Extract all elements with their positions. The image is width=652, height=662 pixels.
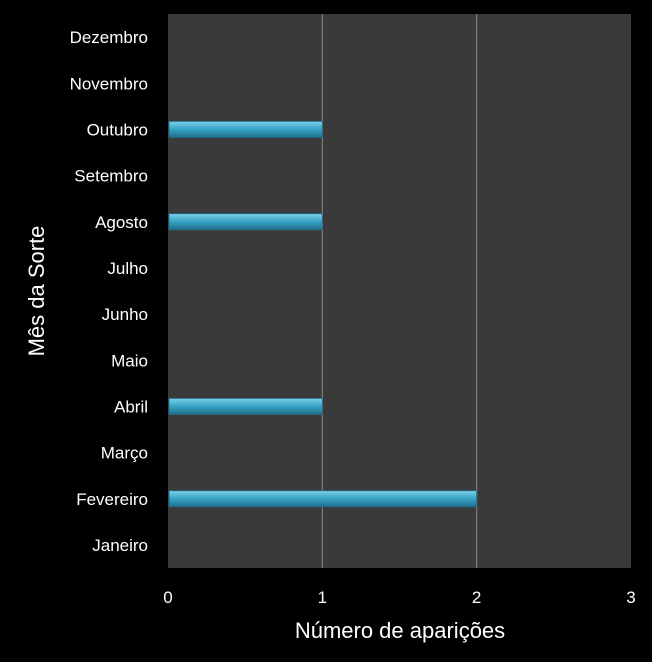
x-tick-label: 3 — [626, 588, 635, 607]
y-tick-label: Outubro — [87, 120, 148, 139]
x-tick-labels: 0 1 2 3 — [163, 588, 635, 607]
bar-fevereiro — [168, 490, 478, 508]
plot-area — [168, 14, 631, 568]
y-tick-label: Janeiro — [92, 536, 148, 555]
y-tick-label: Agosto — [95, 213, 148, 232]
y-tick-label: Março — [101, 444, 148, 463]
x-tick-label: 1 — [318, 588, 327, 607]
gridlines — [321, 14, 478, 568]
y-tick-label: Abril — [114, 397, 148, 416]
bar-outubro — [168, 121, 323, 138]
x-axis-title: Número de aparições — [295, 618, 505, 643]
y-tick-label: Fevereiro — [76, 490, 148, 509]
y-tick-label: Setembro — [74, 167, 148, 186]
bar-agosto — [168, 213, 323, 231]
bar-abril — [168, 398, 323, 415]
y-tick-labels: Janeiro Fevereiro Março Abril Maio Junho Julho… — [70, 28, 148, 555]
y-tick-label: Dezembro — [70, 28, 148, 47]
bars — [168, 121, 478, 508]
y-tick-label: Novembro — [70, 74, 148, 93]
y-tick-label: Junho — [102, 305, 148, 324]
x-tick-label: 0 — [163, 588, 172, 607]
y-axis-title: Mês da Sorte — [24, 226, 49, 357]
x-tick-label: 2 — [472, 588, 481, 607]
y-tick-label: Julho — [107, 259, 148, 278]
y-tick-label: Maio — [111, 351, 148, 370]
